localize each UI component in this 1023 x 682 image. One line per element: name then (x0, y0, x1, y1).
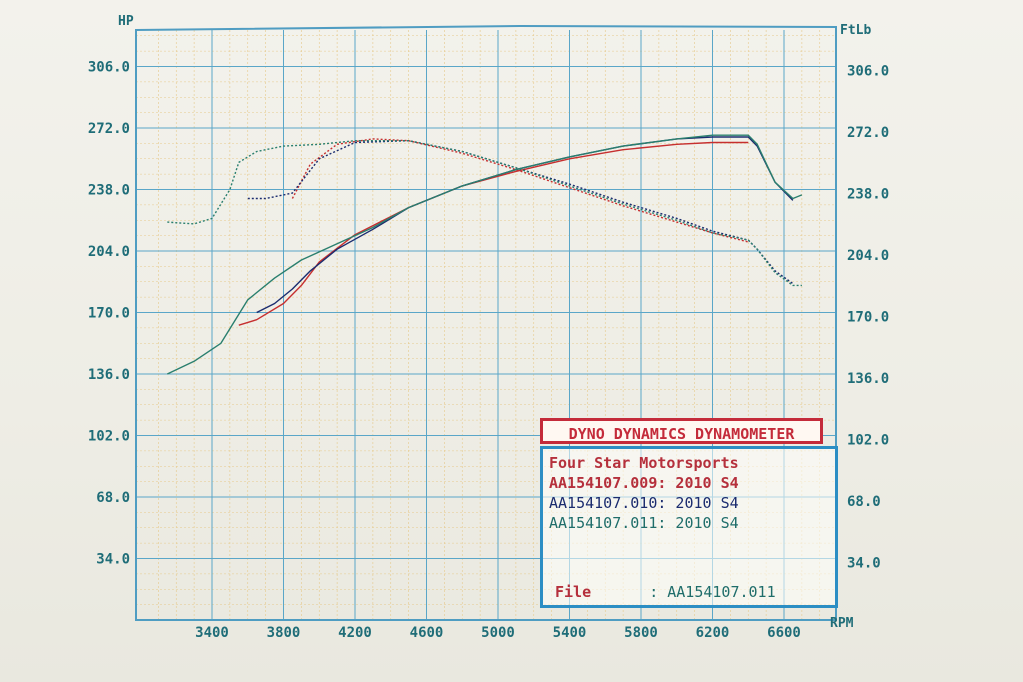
left-y-tick-label: 238.0 (88, 183, 130, 199)
plot-frame (135, 24, 837, 621)
left-axis-unit: HP (118, 14, 134, 29)
x-axis-unit: RPM (830, 616, 854, 631)
x-tick-label: 6200 (696, 625, 730, 641)
left-y-tick-label: 136.0 (88, 367, 130, 383)
left-y-tick-label: 272.0 (88, 121, 130, 137)
left-y-tick-label: 204.0 (88, 244, 130, 260)
right-y-tick-label: 204.0 (847, 248, 889, 264)
right-y-tick-label: 34.0 (847, 556, 881, 572)
left-y-tick-label: 68.0 (96, 490, 130, 506)
right-y-tick-label: 68.0 (847, 494, 881, 510)
left-y-tick-label: 306.0 (88, 60, 130, 76)
series-1-torque-line (291, 138, 749, 243)
right-y-ticks: 34.0 68.0 102.0 136.0 170.0 204.0 238.0 272.0 30… (847, 64, 889, 572)
legend-title: DYNO DYNAMICS DYNAMOMETER (540, 418, 823, 444)
series-3-torque-line (167, 140, 802, 287)
right-y-tick-label: 306.0 (847, 64, 889, 80)
x-tick-label: 5000 (481, 625, 515, 641)
right-y-tick-label: 102.0 (847, 433, 889, 449)
right-y-tick-label: 272.0 (847, 125, 889, 141)
major-grid (136, 30, 836, 620)
file-label: File (555, 583, 592, 601)
x-tick-label: 6600 (767, 625, 801, 641)
x-tick-label: 4200 (338, 625, 372, 641)
x-ticks: 3400 3800 4200 4600 5000 5400 5800 6200 6600 (195, 625, 801, 641)
x-tick-label: 5800 (624, 625, 658, 641)
file-value: : AA154107.011 (649, 583, 776, 601)
legend-run-1: AA154107.009: 2010 S4 (549, 474, 739, 492)
x-tick-label: 3400 (195, 625, 229, 641)
x-tick-label: 4600 (410, 625, 444, 641)
legend-run-3: AA154107.011: 2010 S4 (549, 514, 739, 532)
series-3-hp-line (167, 134, 803, 375)
right-y-tick-label: 136.0 (847, 371, 889, 387)
series-2-torque-line (247, 140, 794, 285)
series-1-hp-line (238, 141, 749, 326)
left-y-tick-label: 34.0 (96, 552, 130, 568)
curves (167, 134, 803, 375)
legend-shop-name: Four Star Motorsports (549, 454, 739, 472)
legend-run-2: AA154107.010: 2010 S4 (549, 494, 739, 512)
left-y-tick-label: 102.0 (88, 429, 130, 445)
legend-box: Four Star Motorsports AA154107.009: 2010… (540, 446, 838, 608)
right-y-tick-label: 238.0 (847, 187, 889, 203)
left-y-ticks: 34.0 68.0 102.0 136.0 170.0 204.0 238.0 272.0 30… (88, 60, 130, 568)
x-tick-label: 5400 (553, 625, 587, 641)
left-y-tick-label: 170.0 (88, 306, 130, 322)
x-tick-label: 3800 (267, 625, 301, 641)
right-y-tick-label: 170.0 (847, 310, 889, 326)
legend-file-row: File : AA154107.011 (555, 583, 776, 601)
right-axis-unit: FtLb (840, 23, 871, 38)
